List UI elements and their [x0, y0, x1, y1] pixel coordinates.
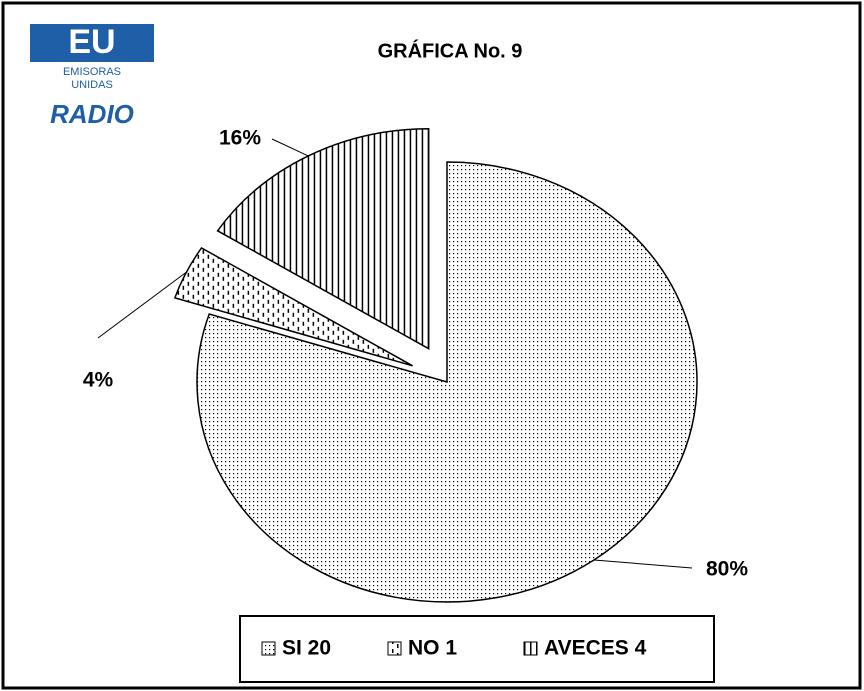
leader-line — [97, 271, 187, 339]
logo-text: RADIO — [50, 99, 134, 129]
logo-text: UNIDAS — [71, 79, 113, 91]
legend-swatch — [523, 641, 538, 656]
legend-label: NO 1 — [408, 637, 457, 660]
logo-text: EMISORAS — [63, 66, 121, 78]
logo: EU EMISORAS UNIDAS RADIO — [30, 23, 154, 129]
pie-slice — [173, 246, 413, 367]
legend-label: AVECES 4 — [544, 637, 647, 660]
chart-title: GRÁFICA No. 9 — [378, 39, 523, 62]
logo-block — [30, 24, 154, 62]
data-label: 16% — [219, 127, 261, 150]
data-label: 80% — [706, 558, 748, 581]
legend-swatch — [261, 641, 276, 656]
legend-box — [239, 615, 715, 683]
data-label: 4% — [83, 369, 114, 392]
leader-line — [593, 559, 693, 569]
leader-line — [271, 138, 309, 157]
logo-mark: EU — [68, 23, 115, 61]
legend-label: SI 20 — [282, 637, 331, 660]
pie-slice — [196, 161, 698, 603]
legend-swatch — [387, 641, 402, 656]
